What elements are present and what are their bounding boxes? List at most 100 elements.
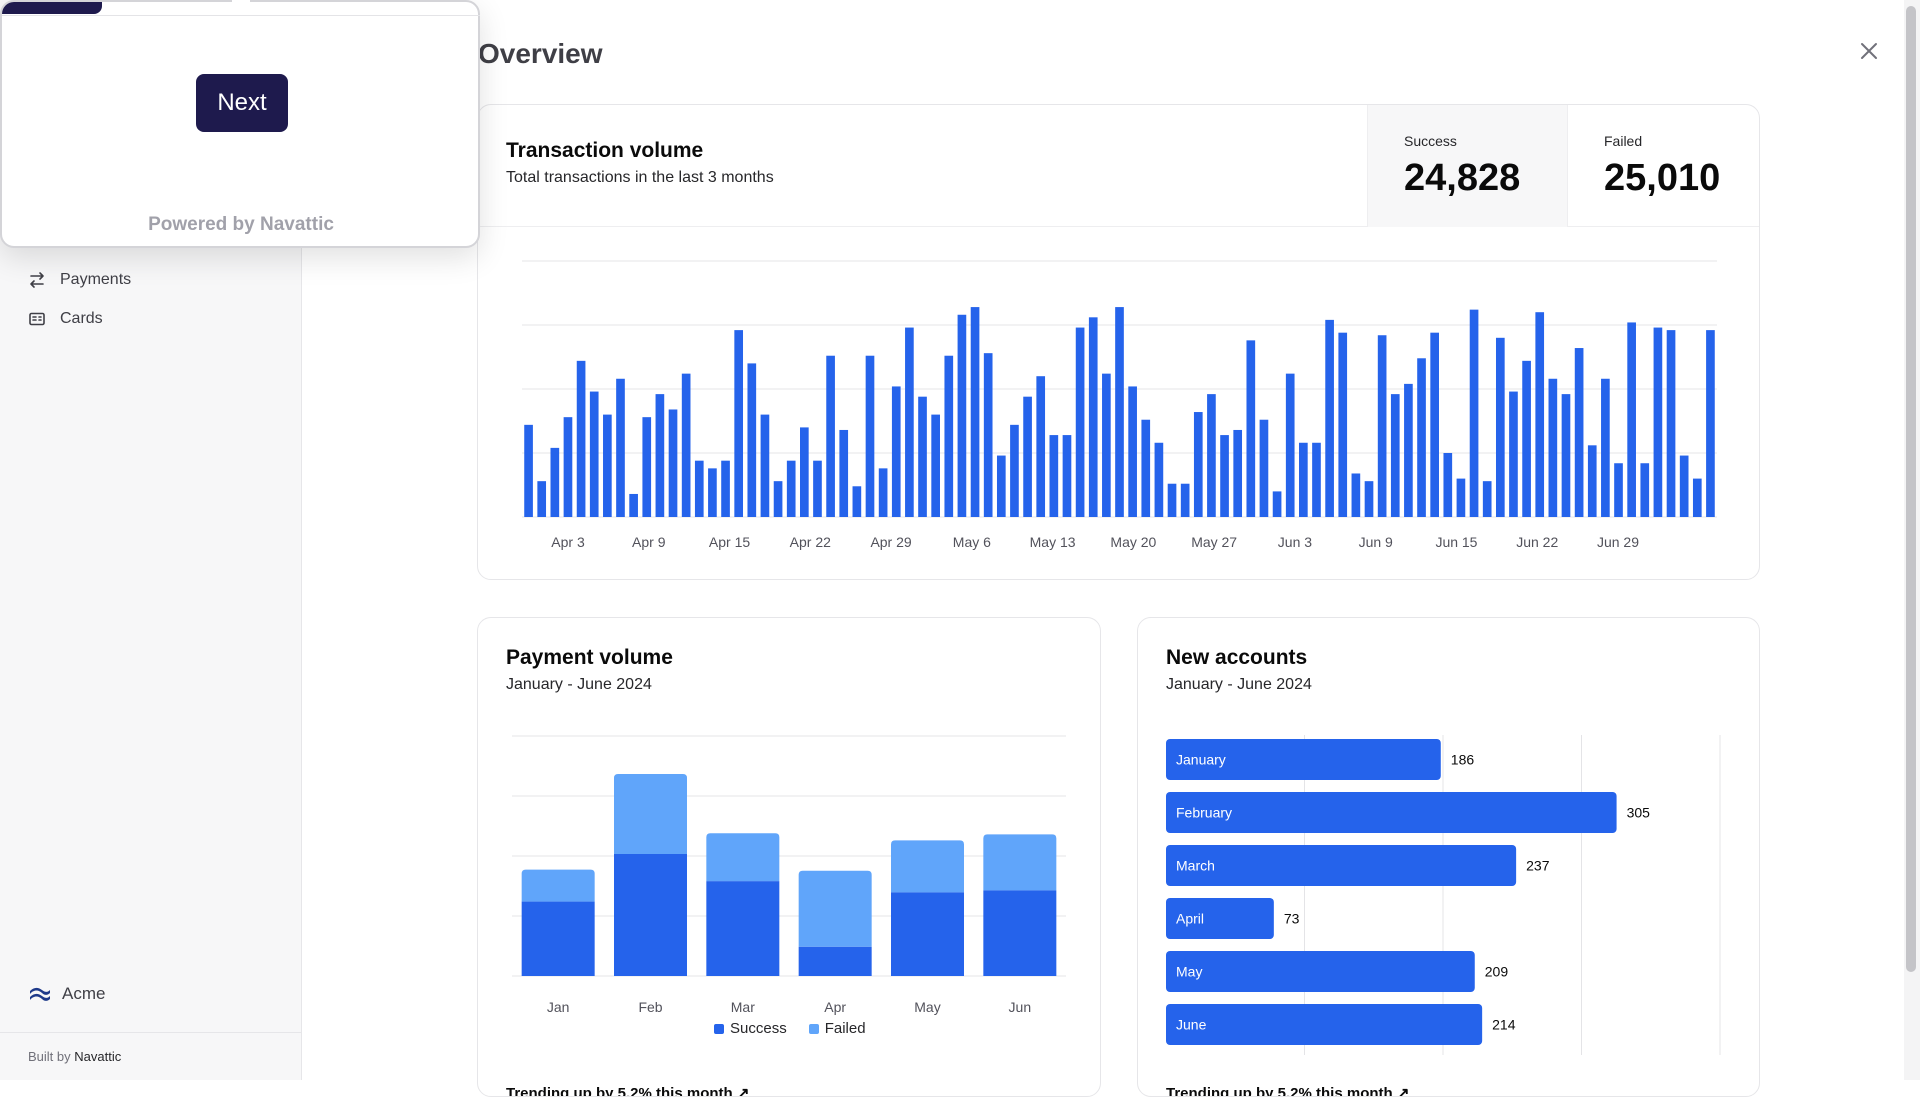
sidebar-item-payments[interactable]: Payments	[28, 271, 131, 289]
bar	[1166, 951, 1475, 992]
arrows-swap-icon	[30, 272, 44, 288]
bar-category-label: June	[1176, 1017, 1207, 1033]
bar	[826, 355, 835, 517]
bar	[1220, 435, 1229, 517]
stat-value: 24,828	[1404, 157, 1521, 199]
bar-failed	[706, 833, 780, 882]
x-tick-label: Jan	[547, 999, 570, 1015]
bar-success	[798, 946, 872, 976]
bar	[1364, 481, 1374, 517]
scrollbar-thumb[interactable]	[1906, 6, 1916, 972]
bar	[1522, 360, 1531, 517]
bar	[839, 429, 849, 517]
bar	[1482, 481, 1492, 517]
bar	[1640, 463, 1650, 517]
x-tick-label: Apr 9	[632, 534, 666, 550]
x-tick-label: Jun 29	[1597, 534, 1639, 550]
bar	[563, 417, 573, 517]
built-by-name[interactable]: Navattic	[74, 1049, 122, 1064]
bar	[1469, 309, 1479, 517]
x-tick-label: May 27	[1191, 534, 1237, 550]
trend-text: Trending up by 5.2% this month ↗	[506, 1085, 750, 1097]
bar	[905, 327, 914, 517]
bar	[642, 417, 652, 517]
x-tick-label: Jun	[1009, 999, 1032, 1015]
bar-failed	[521, 869, 595, 902]
bar	[603, 414, 612, 517]
bar	[1456, 478, 1466, 517]
bar-failed	[614, 774, 687, 854]
brand[interactable]: Acme	[28, 982, 105, 1006]
bar	[1312, 442, 1321, 517]
legend-item-failed: Failed	[808, 1020, 866, 1037]
bar	[1561, 394, 1571, 517]
legend-item-success: Success	[714, 1020, 787, 1037]
bar	[1495, 337, 1505, 517]
tooltip-notch	[232, 0, 250, 6]
bar	[918, 396, 927, 517]
bar	[708, 468, 717, 517]
bar	[878, 468, 888, 517]
bar-category-label: February	[1176, 805, 1232, 821]
bar-success	[891, 892, 964, 976]
bar-success	[706, 881, 780, 976]
x-tick-label: Jun 9	[1359, 534, 1393, 550]
card-subtitle: Total transactions in the last 3 months	[506, 169, 774, 186]
bar	[655, 394, 665, 517]
powered-by-text[interactable]: Powered by Navattic	[148, 214, 334, 235]
sidebar-item-cards[interactable]: Cards	[28, 310, 103, 328]
bar	[1088, 317, 1098, 517]
bar-success	[521, 901, 595, 976]
bar	[589, 391, 599, 517]
bar	[1509, 391, 1518, 517]
transaction-volume-card: Transaction volume Total transactions in…	[477, 104, 1760, 580]
bar	[944, 355, 954, 517]
bar	[1653, 327, 1663, 517]
bar	[576, 360, 586, 517]
stat-failed[interactable]: Failed 25,010	[1567, 105, 1759, 227]
sidebar-item-label: Cards	[60, 310, 103, 327]
next-button[interactable]: Next	[196, 74, 288, 132]
bar	[550, 447, 560, 517]
bar	[852, 486, 862, 517]
acme-logo-icon	[30, 987, 50, 1001]
bar	[1166, 792, 1617, 833]
x-tick-label: Jun 3	[1278, 534, 1312, 550]
legend-label: Success	[730, 1020, 787, 1037]
bar	[1443, 453, 1453, 517]
bar	[1574, 348, 1584, 517]
bar	[760, 414, 770, 517]
bar	[1601, 378, 1610, 517]
bar	[1193, 412, 1203, 517]
progress-fill	[2, 2, 103, 14]
page-title: Overview	[478, 38, 603, 69]
bar	[865, 355, 875, 517]
stat-success[interactable]: Success 24,828	[1367, 105, 1567, 227]
bar	[957, 314, 967, 517]
brand-name: Acme	[62, 984, 106, 1003]
bar-value-label: 209	[1485, 964, 1509, 980]
bar	[1390, 394, 1400, 517]
x-tick-label: Feb	[638, 999, 662, 1015]
bar-success	[983, 890, 1057, 976]
bar	[1049, 435, 1059, 517]
bar	[1614, 463, 1623, 517]
bar	[800, 427, 809, 517]
bar	[1166, 1004, 1483, 1045]
x-tick-label: May	[914, 999, 940, 1015]
bar	[1180, 483, 1190, 517]
bar	[629, 493, 638, 517]
x-tick-label: May 13	[1030, 534, 1076, 550]
bar-failed	[798, 870, 872, 947]
sidebar-item-label: Payments	[60, 271, 132, 288]
bar	[1075, 327, 1085, 517]
x-tick-label: Apr 29	[870, 534, 911, 550]
bar	[1259, 419, 1269, 517]
bar	[616, 378, 625, 517]
bar	[983, 353, 993, 517]
bar	[1285, 373, 1295, 517]
stat-label: Success	[1404, 133, 1457, 149]
bar	[1207, 394, 1216, 517]
close-button[interactable]	[1854, 36, 1884, 66]
progress-bar	[2, 2, 480, 16]
